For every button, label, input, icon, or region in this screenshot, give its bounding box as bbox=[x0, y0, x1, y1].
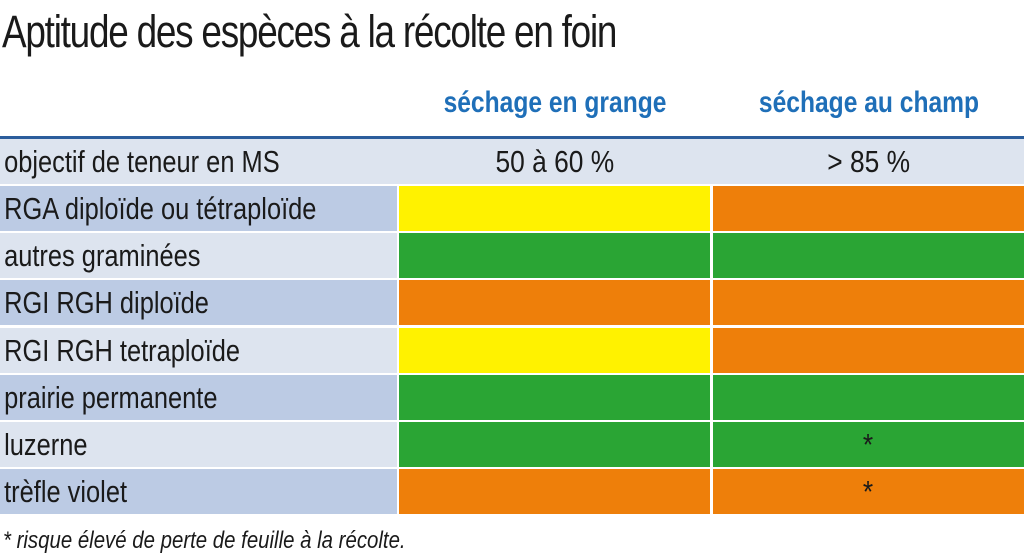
cell-mark: * bbox=[863, 427, 874, 462]
row-label: RGI RGH tetraploïde bbox=[0, 327, 397, 373]
status-cell-grange bbox=[399, 280, 710, 326]
table-row: RGI RGH tetraploïde bbox=[0, 327, 1024, 373]
objective-value-grange: 50 à 60 % bbox=[495, 144, 614, 179]
table-row: trèfle violet * bbox=[0, 469, 1024, 515]
status-cell-grange bbox=[399, 186, 710, 231]
status-cell-champ bbox=[713, 327, 1024, 373]
status-cell-champ bbox=[713, 186, 1024, 231]
objective-row: objectif de teneur en MS 50 à 60 % > 85 … bbox=[0, 139, 1024, 184]
footnote: * risque élevé de perte de feuille à la … bbox=[3, 527, 406, 554]
table-row: autres graminées bbox=[0, 233, 1024, 279]
row-label: RGI RGH diploïde bbox=[0, 280, 397, 326]
row-label: luzerne bbox=[0, 422, 397, 467]
column-header-grange: séchage en grange bbox=[443, 86, 667, 119]
column-header-champ: séchage au champ bbox=[758, 86, 980, 119]
status-cell-champ: * bbox=[713, 469, 1024, 515]
cell-mark: * bbox=[863, 474, 874, 510]
status-cell-grange bbox=[399, 233, 710, 279]
row-label: prairie permanente bbox=[0, 374, 397, 420]
status-cell-grange bbox=[399, 327, 710, 373]
status-cell-champ bbox=[713, 374, 1024, 420]
row-label: autres graminées bbox=[0, 233, 397, 279]
table-row: RGA diploïde ou tétraploïde bbox=[0, 186, 1024, 231]
table-row: prairie permanente bbox=[0, 374, 1024, 420]
row-label: objectif de teneur en MS bbox=[4, 144, 280, 179]
row-label: RGA diploïde ou tétraploïde bbox=[0, 186, 397, 231]
header-divider bbox=[0, 136, 1024, 139]
status-cell-champ bbox=[713, 280, 1024, 326]
row-label: trèfle violet bbox=[0, 469, 397, 515]
status-cell-champ bbox=[713, 233, 1024, 279]
status-cell-grange bbox=[399, 422, 710, 467]
page-title: Aptitude des espèces à la récolte en foi… bbox=[2, 6, 617, 57]
table-row: RGI RGH diploïde bbox=[0, 280, 1024, 326]
table-row: luzerne * bbox=[0, 422, 1024, 467]
objective-value-champ: > 85 % bbox=[827, 144, 910, 179]
status-cell-champ: * bbox=[713, 422, 1024, 467]
status-cell-grange bbox=[399, 374, 710, 420]
status-cell-grange bbox=[399, 469, 710, 515]
